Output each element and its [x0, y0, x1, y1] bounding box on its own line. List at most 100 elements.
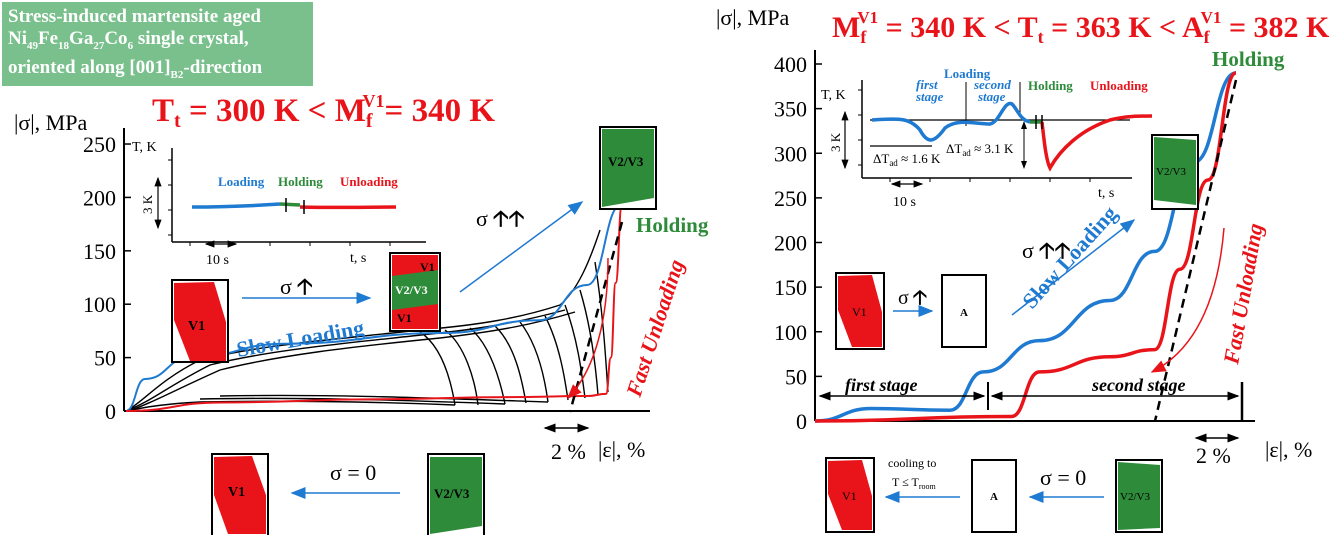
right-sigma-zero: σ = 0 [1040, 465, 1086, 490]
right-y-tick-label-4: 200 [774, 231, 807, 256]
right-box-a-bottom: A [971, 459, 1017, 533]
svg-text:Holding: Holding [278, 174, 323, 189]
left-unloading-curve [125, 202, 623, 412]
right-inset: T, K t, s 3 K 10 s Loading first stage s… [821, 66, 1153, 210]
second-stage-label: second stage [1091, 375, 1186, 395]
svg-text:t, s: t, s [1098, 186, 1114, 201]
right-box-v23-bottom: V2/V3 [1115, 459, 1163, 533]
right-chart: |σ|, MPa MfV1 = 340 K < Tt = 363 K < AfV… [716, 5, 1330, 533]
left-box-v23-bottom: V2/V3 [427, 453, 485, 535]
left-box-stack: V1 V2/V3 V1 [389, 252, 441, 332]
right-box-v1-bottom: V1 [825, 457, 875, 533]
left-y-tick-label-5: 250 [83, 132, 116, 157]
left-y-tick-label-1: 50 [94, 346, 116, 371]
right-xlabel: |ε|, % [1265, 437, 1312, 462]
right-y-tick-label-1: 50 [785, 364, 807, 389]
left-y-tick-label-4: 200 [83, 185, 116, 210]
right-sigma-upup: σ 🡡🡡 [1022, 238, 1071, 263]
svg-text:V1: V1 [852, 305, 867, 319]
right-y-tick-label-2: 100 [774, 320, 807, 345]
svg-text:V2/V3: V2/V3 [434, 486, 470, 501]
right-box-v1: V1 [835, 272, 885, 350]
svg-text:t, s: t, s [350, 251, 366, 266]
svg-text:V2/V3: V2/V3 [1156, 166, 1186, 178]
first-stage-label: first stage [845, 375, 918, 395]
right-y-tick-label-7: 350 [774, 97, 807, 122]
svg-text:stage: stage [977, 89, 1006, 104]
left-box-v23-top: V2/V3 [599, 126, 657, 210]
svg-text:Loading: Loading [218, 174, 265, 189]
svg-text:A: A [960, 307, 968, 319]
left-dashed-line [568, 221, 624, 413]
right-unload-arrow [1150, 227, 1225, 373]
left-y-tick-label-0: 0 [105, 399, 116, 424]
dt1-label: ΔTad ≈ 1.6 K [873, 151, 941, 168]
left-y-tick-label-3: 150 [83, 239, 116, 264]
left-y-ticks: 0 50 100 150 200 250 [83, 132, 131, 424]
left-box-v1-bottom: V1 [211, 453, 269, 535]
right-ylabel: |σ|, MPa [716, 5, 789, 30]
left-loading-curve [125, 202, 623, 412]
left-xlabel: |ε|, % [598, 437, 645, 462]
left-title: Tt = 300 K < MfV1= 340 K [152, 91, 495, 132]
left-strain-scale: 2 % [551, 439, 586, 464]
svg-text:V1: V1 [420, 260, 435, 274]
right-strain-scale: 2 % [1196, 443, 1231, 468]
left-sigma-up: σ 🡡 [280, 274, 313, 299]
svg-text:V1: V1 [842, 489, 857, 503]
right-dashed-line [1153, 79, 1238, 422]
svg-text:10 s: 10 s [893, 195, 916, 210]
svg-text:T, K: T, K [821, 88, 846, 103]
right-fast-unloading-label: Fast Unloading [1218, 221, 1268, 367]
right-title: MfV1 = 340 K < Tt = 363 K < AfV1 = 382 K [832, 8, 1330, 47]
left-ylabel: |σ|, MPa [14, 110, 87, 135]
left-fast-unloading-label: Fast Unloading [621, 256, 689, 400]
svg-text:A: A [990, 491, 998, 503]
info-line-2: Ni49Fe18Ga27Co6 single crystal, [8, 28, 249, 52]
right-y-tick-label-6: 300 [774, 141, 807, 166]
svg-text:Unloading: Unloading [340, 174, 398, 189]
svg-text:10 s: 10 s [206, 253, 229, 268]
right-box-v23-top: V2/V3 [1151, 134, 1199, 210]
svg-text:first: first [916, 77, 938, 92]
svg-text:V1: V1 [397, 311, 412, 325]
left-upper-arrow [459, 201, 584, 293]
svg-text:3 K: 3 K [828, 132, 843, 152]
left-unload-arrow [566, 257, 609, 400]
svg-text:V1: V1 [188, 319, 205, 334]
right-y-tick-label-8: 400 [774, 52, 807, 77]
info-box: Stress-induced martensite aged Ni49Fe18G… [2, 2, 313, 86]
svg-text:second: second [973, 77, 1011, 92]
left-inset: T, K t, s 3 K 10 s Loading Holding Unloa… [132, 140, 426, 268]
svg-text:3 K: 3 K [140, 194, 155, 214]
info-line-3: oriented along [001]B2-direction [8, 56, 263, 81]
right-y-ticks: 0 50 100 150 200 250 300 350 400 [774, 52, 822, 434]
svg-text:T, K: T, K [132, 140, 157, 155]
left-box-v1: V1 [171, 279, 229, 363]
right-y-tick-label-3: 150 [774, 275, 807, 300]
svg-text:stage: stage [915, 89, 944, 104]
svg-text:Unloading: Unloading [1090, 78, 1148, 93]
right-sigma-up: σ 🡡 [898, 287, 927, 309]
left-sigma-upup: σ 🡡🡡 [476, 206, 525, 231]
svg-text:V1: V1 [228, 485, 245, 500]
right-cooling-1: cooling to [888, 456, 936, 470]
svg-text:Loading: Loading [944, 66, 991, 81]
svg-text:V2/V3: V2/V3 [1120, 491, 1150, 503]
svg-text:V2/V3: V2/V3 [608, 154, 644, 169]
info-line-1: Stress-induced martensite aged [8, 6, 261, 27]
dt2-label: ΔTad ≈ 3.1 K [946, 141, 1014, 158]
right-cooling-2: T ≤ Troom [892, 475, 936, 491]
right-box-a: A [941, 274, 987, 348]
right-y-tick-label-5: 250 [774, 186, 807, 211]
right-holding-label: Holding [1212, 47, 1285, 71]
left-sigma-zero: σ = 0 [330, 460, 376, 485]
svg-text:Holding: Holding [1028, 78, 1073, 93]
right-unloading-curve [814, 71, 1237, 423]
right-y-tick-label-0: 0 [796, 409, 807, 434]
right-upper-arrow [1011, 219, 1136, 316]
svg-text:V2/V3: V2/V3 [395, 283, 428, 297]
left-y-tick-label-2: 100 [83, 292, 116, 317]
left-holding-label: Holding [636, 213, 709, 237]
